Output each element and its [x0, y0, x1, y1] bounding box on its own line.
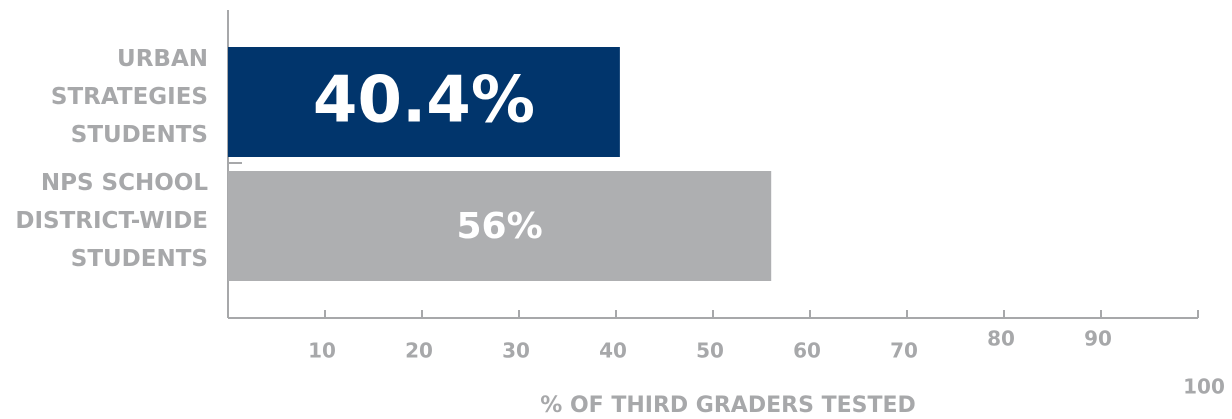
bar: [228, 171, 772, 281]
x-tick-label: 60: [793, 339, 821, 363]
x-tick-label: 10: [308, 339, 336, 363]
x-tick-label: 80: [987, 327, 1015, 351]
x-tick-label: 90: [1084, 327, 1112, 351]
x-axis-label: % OF THIRD GRADERS TESTED: [540, 393, 916, 418]
x-tick-label: 40: [599, 339, 627, 363]
bar: [228, 47, 620, 157]
value-label: 56%: [457, 206, 543, 247]
x-tick-label: 50: [696, 339, 724, 363]
x-tick-label: 20: [405, 339, 433, 363]
value-label: 40.4%: [313, 64, 535, 138]
x-tick-label: 30: [502, 339, 530, 363]
category-label: NPS SCHOOL DISTRICT-WIDE STUDENTS: [15, 170, 208, 272]
x-tick-label: 100: [1183, 375, 1225, 399]
category-label: URBAN STRATEGIES STUDENTS: [50, 46, 208, 148]
x-tick-label: 70: [890, 339, 918, 363]
